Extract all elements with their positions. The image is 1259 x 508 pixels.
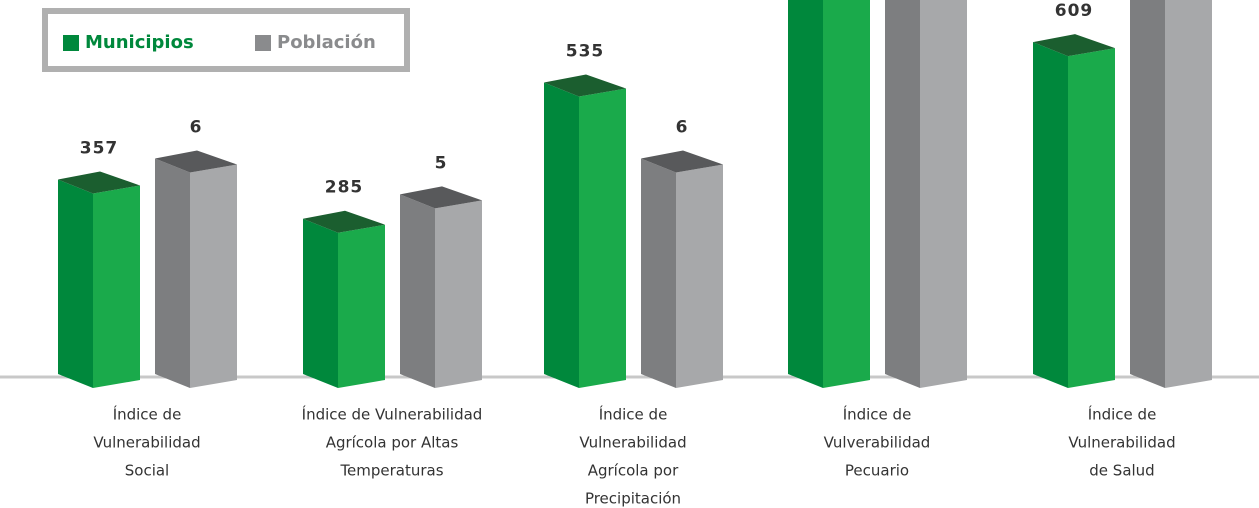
- bar-right-face: [435, 200, 482, 388]
- bar-top: [303, 210, 385, 233]
- x-tick-label: Índice de Vulnerabilidad: [302, 405, 483, 424]
- x-tick-label: Índice de: [843, 405, 912, 424]
- bar-right-face: [823, 0, 870, 388]
- data-label: 5: [435, 153, 448, 173]
- x-tick-label: Vulnerabilidad: [93, 434, 200, 452]
- bar-top: [1033, 34, 1115, 57]
- bar-left-face: [885, 0, 920, 388]
- bar-top: [400, 186, 482, 209]
- bar-left-face: [544, 82, 579, 389]
- x-tick-label: Social: [125, 462, 169, 480]
- bar-right-face: [1165, 0, 1212, 388]
- bar: [1033, 34, 1115, 389]
- bar: [155, 150, 237, 388]
- bar: [400, 186, 482, 388]
- bar-left-face: [303, 218, 338, 388]
- bar-right-face: [579, 88, 626, 389]
- data-label: 285: [325, 178, 364, 198]
- bar-right-face: [920, 0, 967, 388]
- bar-left-face: [58, 179, 93, 388]
- bar-left-face: [400, 194, 435, 388]
- data-label: 6: [676, 117, 689, 137]
- bar-left-face: [1033, 42, 1068, 389]
- bar: [1130, 0, 1212, 388]
- x-tick-label: Temperaturas: [339, 462, 443, 480]
- x-tick-label: Precipitación: [585, 490, 681, 508]
- bar-left-face: [788, 0, 823, 388]
- legend-label: Población: [277, 32, 376, 53]
- legend-label: Municipios: [85, 32, 194, 53]
- bar: [788, 0, 870, 388]
- bar-top: [641, 150, 723, 173]
- bar-top: [58, 171, 140, 194]
- bar: [885, 0, 967, 388]
- legend-box: [42, 8, 410, 72]
- bar-left-face: [155, 158, 190, 388]
- data-label: 6: [190, 117, 203, 137]
- bar-right-face: [338, 224, 385, 388]
- bar-right-face: [93, 185, 140, 388]
- x-tick-label: Agrícola por Altas: [326, 434, 459, 452]
- bar-right-face: [676, 164, 723, 388]
- bar-right-face: [1068, 48, 1115, 389]
- legend-swatch: [63, 35, 79, 51]
- legend-swatch: [255, 35, 271, 51]
- bar-top: [155, 150, 237, 173]
- bar-right-face: [190, 164, 237, 388]
- x-tick-label: Vulnerabilidad: [1068, 434, 1175, 452]
- bar: [58, 171, 140, 388]
- x-tick-label: Agrícola por: [588, 462, 679, 480]
- bar-left-face: [641, 158, 676, 388]
- bar-top: [544, 74, 626, 97]
- data-label: 357: [80, 138, 119, 158]
- x-tick-label: Vulnerabilidad: [579, 434, 686, 452]
- bar: [641, 150, 723, 388]
- x-tick-label: Índice de: [1088, 405, 1157, 424]
- x-tick-label: de Salud: [1089, 462, 1154, 480]
- x-tick-label: Índice de: [113, 405, 182, 424]
- x-tick-label: Índice de: [599, 405, 668, 424]
- data-label: 535: [566, 41, 605, 61]
- bar: [544, 74, 626, 389]
- bar: [303, 210, 385, 388]
- data-label: 609: [1055, 1, 1094, 21]
- x-tick-label: Vulverabilidad: [824, 434, 931, 452]
- bar-left-face: [1130, 0, 1165, 388]
- x-tick-label: Pecuario: [845, 462, 909, 480]
